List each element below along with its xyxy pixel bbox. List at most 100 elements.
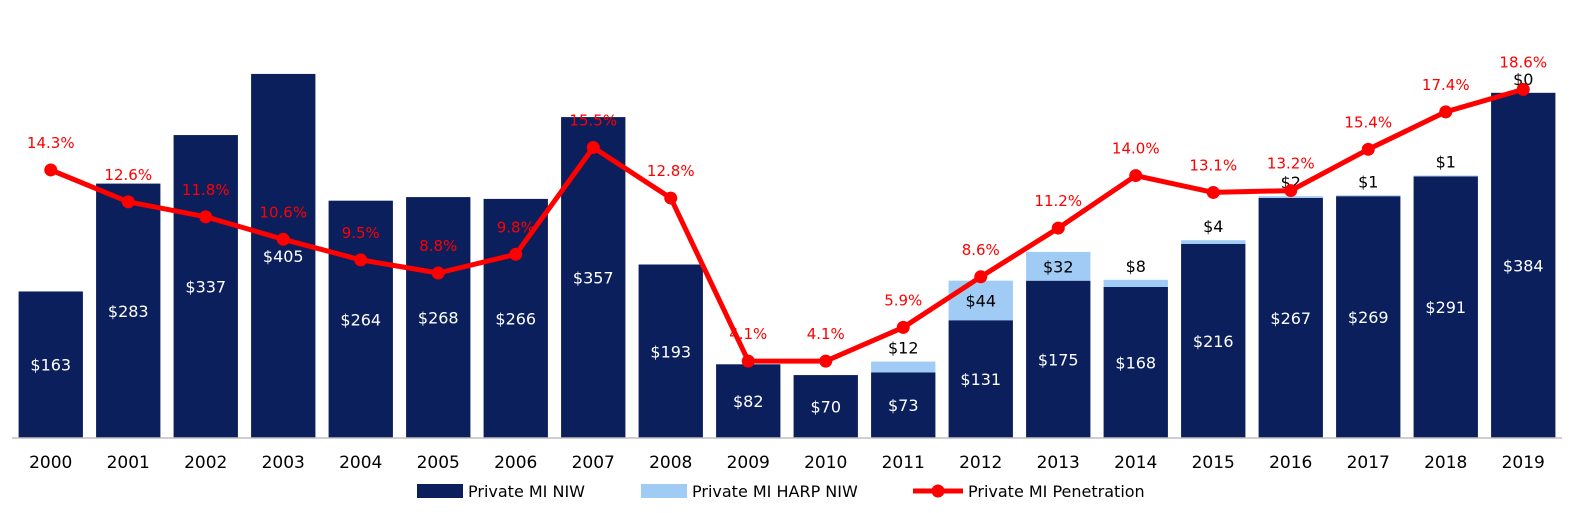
- x-ticks-layer: 2000 2001 2002 2003 2004 2005 2006 2007 2008 2009…: [29, 453, 1545, 473]
- bar-harp-2014: [1103, 279, 1168, 287]
- penetration-label-2008: 12.8%: [647, 162, 695, 180]
- bar-niw-2016: [1258, 197, 1323, 438]
- x-tick-label-2017: 2017: [1347, 453, 1390, 473]
- bar-label-harp-2019: $0: [1513, 70, 1533, 89]
- penetration-point-2015: [1206, 185, 1220, 199]
- x-tick-label-2010: 2010: [804, 453, 847, 473]
- bar-harp-2013: [1026, 251, 1091, 281]
- legend-marker-penetration: [931, 484, 945, 498]
- bar-label-niw-2009: $82: [733, 392, 764, 411]
- penetration-point-2017: [1361, 142, 1375, 156]
- x-tick-label-2008: 2008: [649, 453, 692, 473]
- x-tick-label-2002: 2002: [184, 453, 227, 473]
- bar-label-niw-2011: $73: [888, 396, 919, 415]
- penetration-label-2007: 15.5%: [569, 111, 617, 129]
- pct-labels-layer: 14.3% 12.6% 11.8% 10.6% 9.5% 8.8% 9.8% 15.5% 12.…: [27, 53, 1547, 343]
- bar-label-harp-2017: $1: [1358, 172, 1378, 191]
- legend: Private MI NIW Private MI HARP NIW Priva…: [417, 482, 1145, 501]
- bar-niw-2003: [251, 73, 316, 438]
- penetration-point-2014: [1129, 169, 1143, 183]
- penetration-label-2009: 4.1%: [729, 325, 767, 343]
- bar-labels-layer: $163 $283 $337 $405 $264 $268 $266 $357 $193 $82 $…: [30, 70, 1543, 417]
- bar-label-harp-2013: $32: [1043, 257, 1074, 276]
- penetration-point-2010: [819, 354, 833, 368]
- bar-label-niw-2014: $168: [1115, 353, 1156, 372]
- bar-niw-2004: [328, 200, 393, 438]
- penetration-point-2019: [1516, 82, 1530, 96]
- penetration-label-2003: 10.6%: [259, 203, 307, 221]
- bar-harp-2015: [1181, 240, 1246, 244]
- bar-label-niw-2004: $264: [340, 310, 381, 329]
- penetration-point-2008: [664, 191, 678, 205]
- bar-niw-2001: [96, 183, 161, 438]
- x-tick-label-2019: 2019: [1502, 453, 1545, 473]
- bar-niw-2010: [793, 375, 858, 438]
- penetration-point-2012: [974, 270, 988, 284]
- penetration-label-2011: 5.9%: [884, 291, 922, 309]
- bar-label-niw-2002: $337: [185, 278, 226, 297]
- x-tick-label-2004: 2004: [339, 453, 382, 473]
- penetration-label-2004: 9.5%: [342, 224, 380, 242]
- penetration-label-2017: 15.4%: [1344, 113, 1392, 131]
- x-tick-label-2012: 2012: [959, 453, 1002, 473]
- x-tick-label-2003: 2003: [262, 453, 305, 473]
- bar-niw-2007: [561, 117, 626, 439]
- bar-niw-2018: [1413, 176, 1478, 438]
- x-tick-label-2014: 2014: [1114, 453, 1157, 473]
- bar-niw-2005: [406, 197, 471, 438]
- penetration-label-2014: 14.0%: [1112, 140, 1160, 158]
- bars-layer: [18, 73, 1556, 439]
- bar-niw-2008: [638, 264, 703, 438]
- x-tick-label-2001: 2001: [107, 453, 150, 473]
- x-tick-label-2013: 2013: [1037, 453, 1080, 473]
- penetration-point-2002: [199, 210, 213, 224]
- penetration-point-2016: [1284, 184, 1298, 198]
- penetration-point-2001: [121, 195, 135, 209]
- bar-niw-2002: [173, 135, 238, 438]
- bar-label-niw-2012: $131: [960, 370, 1001, 389]
- x-tick-label-2016: 2016: [1269, 453, 1312, 473]
- bar-harp-2018: [1413, 175, 1478, 177]
- x-tick-label-2006: 2006: [494, 453, 537, 473]
- bar-label-harp-2012: $44: [965, 291, 996, 310]
- penetration-label-2005: 8.8%: [419, 237, 457, 255]
- x-tick-label-2018: 2018: [1424, 453, 1467, 473]
- bar-label-niw-2015: $216: [1193, 332, 1234, 351]
- penetration-label-2000: 14.3%: [27, 134, 75, 152]
- penetration-label-2010: 4.1%: [807, 325, 845, 343]
- bar-harp-2011: [871, 361, 936, 373]
- x-tick-label-2000: 2000: [29, 453, 72, 473]
- legend-label-niw: Private MI NIW: [468, 482, 585, 501]
- bar-niw-2006: [483, 198, 548, 438]
- penetration-point-2007: [586, 140, 600, 154]
- legend-swatch-niw: [417, 484, 463, 498]
- line-layer: [44, 82, 1530, 368]
- penetration-point-2005: [431, 266, 445, 280]
- penetration-point-2004: [354, 253, 368, 267]
- penetration-point-2018: [1439, 105, 1453, 119]
- x-tick-label-2007: 2007: [572, 453, 615, 473]
- bar-label-niw-2006: $266: [495, 309, 536, 328]
- bar-label-niw-2018: $291: [1425, 298, 1466, 317]
- penetration-label-2002: 11.8%: [182, 181, 230, 199]
- penetration-label-2012: 8.6%: [962, 241, 1000, 259]
- x-tick-label-2015: 2015: [1192, 453, 1235, 473]
- bar-label-niw-2003: $405: [263, 247, 304, 266]
- bar-niw-2011: [871, 372, 936, 438]
- penetration-point-2013: [1051, 221, 1065, 235]
- bar-label-harp-2011: $12: [888, 339, 919, 358]
- bar-niw-2017: [1336, 196, 1401, 438]
- bar-harp-2017: [1336, 195, 1401, 197]
- bar-label-niw-2017: $269: [1348, 308, 1389, 327]
- penetration-label-2001: 12.6%: [104, 166, 152, 184]
- legend-label-harp: Private MI HARP NIW: [692, 482, 858, 501]
- legend-label-penetration: Private MI Penetration: [968, 482, 1145, 501]
- bar-niw-2000: [18, 291, 83, 438]
- bar-label-niw-2010: $70: [810, 398, 841, 417]
- bar-harp-2016: [1258, 196, 1323, 198]
- bar-label-niw-2001: $283: [108, 302, 149, 321]
- penetration-label-2015: 13.1%: [1189, 156, 1237, 174]
- bar-label-niw-2008: $193: [650, 342, 691, 361]
